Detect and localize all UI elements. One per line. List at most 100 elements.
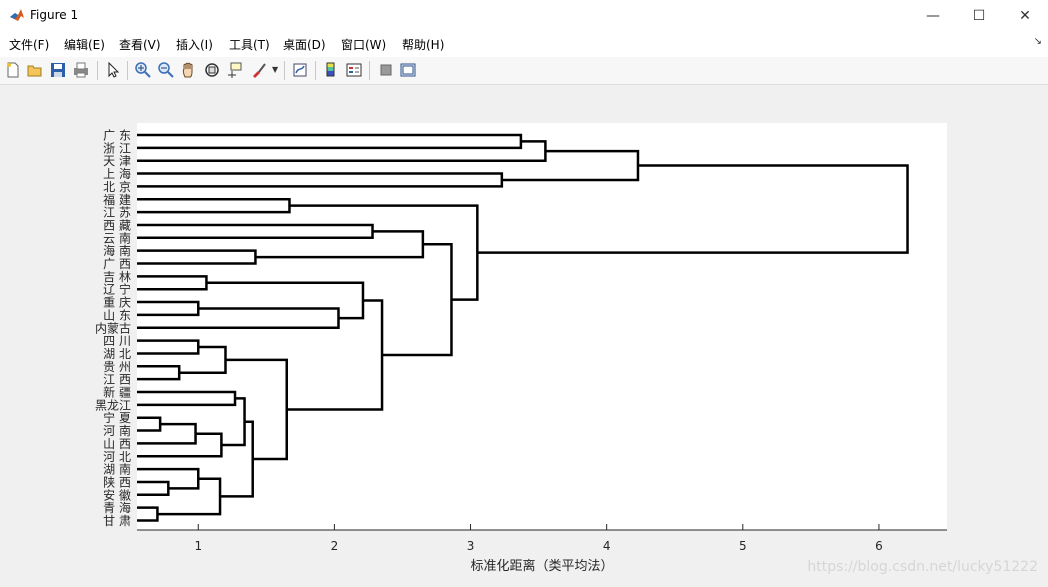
leaf-label: 山 西: [103, 437, 131, 451]
leaf-label: 宁 夏: [103, 410, 131, 425]
leaf-label: 江 苏: [103, 206, 131, 220]
x-tick-label: 6: [875, 539, 883, 553]
leaf-label: 贵 州: [103, 360, 131, 374]
legend-icon[interactable]: [345, 61, 363, 79]
leaf-label: 四 川: [103, 334, 131, 348]
x-axis-label: 标准化距离（类平均法）: [470, 558, 613, 574]
leaf-label: 天 津: [103, 154, 131, 168]
menu-bar: 文件(F) 编辑(E) 查看(V) 插入(I) 工具(T) 桌面(D) 窗口(W…: [0, 31, 1048, 57]
dendrogram-link: [179, 345, 227, 374]
leaf-label: 陕 西: [103, 474, 131, 489]
x-tick-label: 4: [603, 539, 611, 553]
brush-icon[interactable]: [250, 61, 268, 79]
dendrogram-link: [137, 506, 159, 522]
leaf-label: 山 东: [103, 308, 131, 322]
menu-help[interactable]: 帮助(H): [402, 38, 445, 52]
dendrogram-link: [286, 299, 384, 411]
leaf-label: 甘 肃: [103, 514, 131, 528]
maximize-button[interactable]: ☐: [956, 0, 1002, 31]
leaf-label: 重 庆: [103, 296, 131, 310]
dendrogram-link: [206, 281, 365, 320]
leaf-label: 辽 宁: [103, 282, 131, 297]
print-icon[interactable]: [72, 61, 90, 79]
menu-insert[interactable]: 插入(I): [176, 38, 213, 52]
leaf-label: 上 海: [103, 166, 131, 181]
leaf-label: 湖 南: [103, 462, 131, 477]
figure-canvas: 广 东浙 江天 津上 海北 京福 建江 苏西 藏云 南海 南广 西吉 林辽 宁重…: [0, 85, 1048, 587]
dendrogram-link: [137, 172, 504, 188]
minimize-icon: —: [926, 7, 940, 24]
dendrogram-chart[interactable]: 广 东浙 江天 津上 海北 京福 建江 苏西 藏云 南海 南广 西吉 林辽 宁重…: [0, 85, 1048, 587]
leaf-label: 内蒙古: [95, 320, 131, 335]
data-cursor-icon[interactable]: [226, 61, 244, 79]
menu-edit[interactable]: 编辑(E): [64, 38, 105, 52]
leaf-label: 吉 林: [103, 270, 131, 284]
toolbar-separator: [127, 61, 128, 80]
menu-window[interactable]: 窗口(W): [341, 38, 387, 52]
show-plot-tools-icon[interactable]: [399, 61, 417, 79]
leaf-label: 河 北: [103, 450, 131, 464]
leaf-labels: 广 东浙 江天 津上 海北 京福 建江 苏西 藏云 南海 南广 西吉 林辽 宁重…: [95, 129, 131, 529]
matlab-logo-icon: [10, 9, 24, 21]
leaf-label: 福 建: [103, 192, 131, 207]
leaf-label: 广 西: [103, 257, 131, 271]
select-arrow-icon[interactable]: [104, 61, 122, 79]
rotate-3d-icon[interactable]: [203, 61, 221, 79]
dendrogram-link: [137, 140, 547, 162]
leaf-label: 新 疆: [103, 385, 131, 400]
brush-dropdown-icon[interactable]: ▼: [272, 65, 279, 74]
save-icon[interactable]: [49, 61, 67, 79]
window-title: Figure 1: [30, 8, 79, 22]
dendrogram-links: [137, 133, 909, 522]
dendrogram-link: [137, 133, 523, 150]
zoom-in-icon[interactable]: [134, 61, 152, 79]
dendrogram-link: [157, 477, 222, 516]
watermark-text: https://blog.csdn.net/lucky51222: [807, 559, 1038, 575]
colorbar-icon[interactable]: [322, 61, 340, 79]
pan-hand-icon[interactable]: [180, 61, 198, 79]
x-axis-ticks: 1 2 3 4 5 6: [194, 524, 883, 553]
dendrogram-link: [220, 420, 254, 498]
x-tick-label: 2: [331, 539, 339, 553]
x-tick-label: 3: [467, 539, 475, 553]
x-tick-label: 5: [739, 539, 747, 553]
new-figure-icon[interactable]: [4, 61, 22, 79]
leaf-label: 江 西: [103, 373, 131, 387]
hide-plot-tools-icon[interactable]: [377, 61, 395, 79]
toolbar-separator: [315, 61, 316, 80]
dendrogram-link: [255, 230, 425, 259]
menu-view[interactable]: 查看(V): [119, 38, 161, 52]
minimize-button[interactable]: —: [910, 0, 956, 31]
toolbar-separator: [97, 61, 98, 80]
toolbar-separator: [284, 61, 285, 80]
zoom-out-icon[interactable]: [157, 61, 175, 79]
dendrogram-link: [221, 397, 246, 447]
dendrogram-link: [137, 339, 200, 355]
leaf-label: 云 南: [103, 230, 131, 245]
dendrogram-link: [137, 432, 223, 458]
leaf-label: 浙 江: [103, 141, 131, 155]
x-tick-label: 1: [194, 539, 202, 553]
dendrogram-link: [137, 300, 200, 317]
leaf-label: 河 南: [103, 423, 131, 438]
open-file-icon[interactable]: [26, 61, 44, 79]
close-icon: ✕: [1019, 7, 1031, 24]
menu-tools[interactable]: 工具(T): [229, 38, 270, 52]
close-button[interactable]: ✕: [1002, 0, 1048, 31]
link-plot-icon[interactable]: [291, 61, 309, 79]
leaf-label: 海 南: [103, 243, 131, 258]
toolbar-separator: [369, 61, 370, 80]
leaf-label: 安 徽: [103, 487, 131, 502]
menu-desktop[interactable]: 桌面(D): [283, 38, 326, 52]
leaf-label: 青 海: [103, 500, 131, 515]
dendrogram-link: [289, 204, 479, 301]
dendrogram-link: [477, 164, 909, 254]
leaf-label: 北 京: [103, 180, 131, 194]
maximize-icon: ☐: [972, 7, 986, 24]
leaf-label: 黑龙江: [95, 398, 131, 412]
menu-file[interactable]: 文件(F): [9, 38, 50, 52]
figure-toolbar: ▼: [0, 57, 1048, 85]
dock-arrow-icon[interactable]: ↘: [1033, 36, 1042, 47]
title-bar: Figure 1 — ☐ ✕: [0, 0, 1048, 31]
dendrogram-link: [137, 467, 200, 490]
